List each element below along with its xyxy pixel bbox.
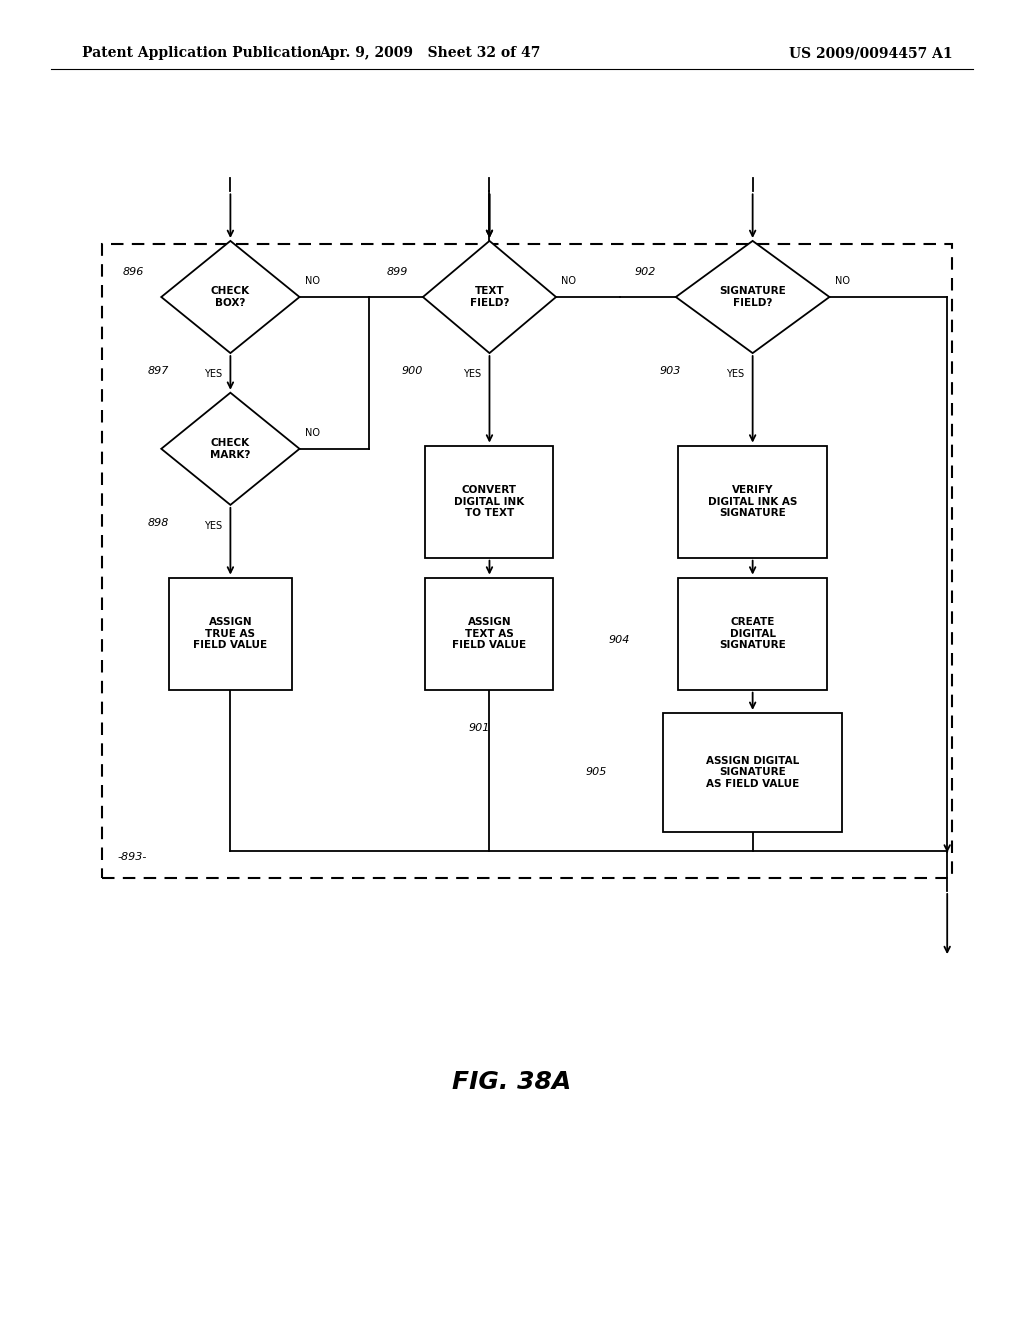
Text: CHECK
BOX?: CHECK BOX? [211,286,250,308]
Polygon shape [162,242,299,352]
Text: 903: 903 [659,366,681,376]
Text: 898: 898 [147,517,169,528]
Text: NO: NO [305,276,319,286]
Text: YES: YES [204,368,222,379]
Bar [678,446,827,557]
Bar [426,578,553,689]
Text: Patent Application Publication: Patent Application Publication [82,46,322,61]
Text: US 2009/0094457 A1: US 2009/0094457 A1 [788,46,952,61]
Text: ASSIGN DIGITAL
SIGNATURE
AS FIELD VALUE: ASSIGN DIGITAL SIGNATURE AS FIELD VALUE [706,755,800,789]
Text: NO: NO [835,276,850,286]
Polygon shape [423,242,556,352]
Text: Apr. 9, 2009   Sheet 32 of 47: Apr. 9, 2009 Sheet 32 of 47 [319,46,541,61]
Text: NO: NO [305,428,319,438]
Text: CONVERT
DIGITAL INK
TO TEXT: CONVERT DIGITAL INK TO TEXT [455,484,524,519]
Text: 902: 902 [635,267,655,277]
Polygon shape [162,393,299,504]
Text: SIGNATURE
FIELD?: SIGNATURE FIELD? [719,286,786,308]
Text: CREATE
DIGITAL
SIGNATURE: CREATE DIGITAL SIGNATURE [719,616,786,651]
Text: NO: NO [561,276,577,286]
Bar [102,244,952,878]
Text: -893-: -893- [118,851,147,862]
Bar [678,578,827,689]
Text: CHECK
MARK?: CHECK MARK? [210,438,251,459]
Text: FIG. 38A: FIG. 38A [453,1071,571,1094]
Polygon shape [676,242,829,352]
Text: 896: 896 [123,267,143,277]
Text: VERIFY
DIGITAL INK AS
SIGNATURE: VERIFY DIGITAL INK AS SIGNATURE [708,484,798,519]
Bar [426,446,553,557]
Text: TEXT
FIELD?: TEXT FIELD? [470,286,509,308]
Text: ASSIGN
TRUE AS
FIELD VALUE: ASSIGN TRUE AS FIELD VALUE [194,616,267,651]
Text: 899: 899 [387,267,408,277]
Text: 901: 901 [469,722,489,733]
Text: YES: YES [726,368,744,379]
Text: 897: 897 [147,366,169,376]
Text: 904: 904 [608,635,630,645]
Bar [169,578,292,689]
Text: YES: YES [463,368,481,379]
Text: 905: 905 [586,767,606,777]
Text: YES: YES [204,520,222,531]
Bar [664,713,842,832]
Text: ASSIGN
TEXT AS
FIELD VALUE: ASSIGN TEXT AS FIELD VALUE [453,616,526,651]
Text: 900: 900 [401,366,423,376]
